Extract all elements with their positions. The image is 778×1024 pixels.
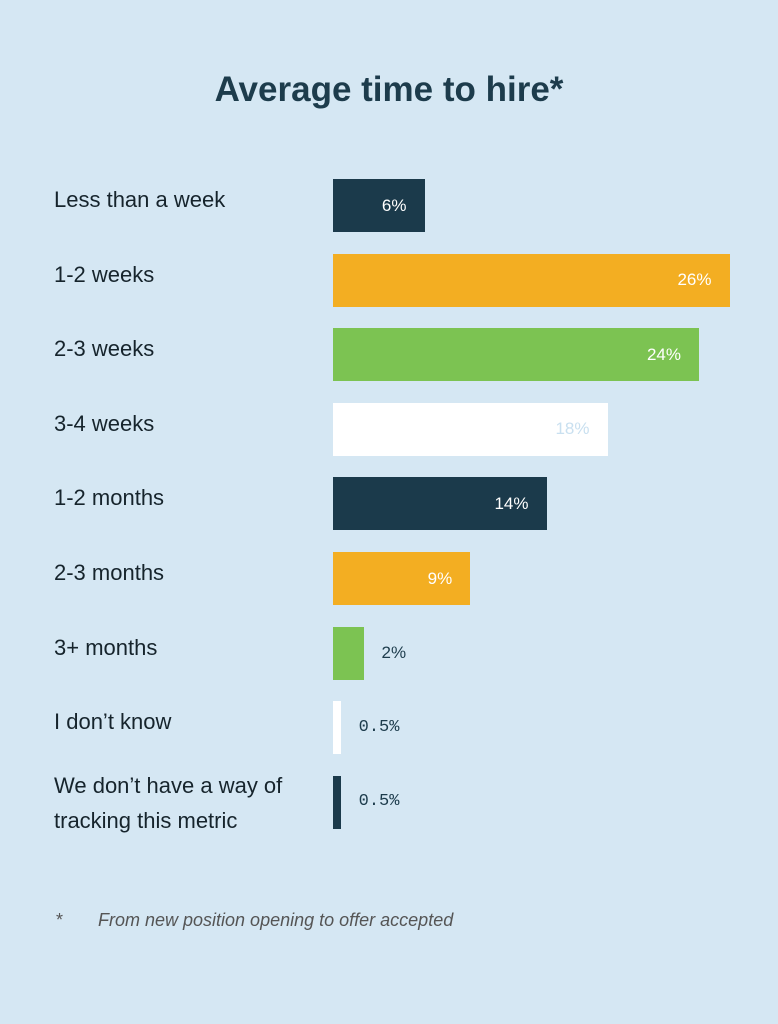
footnote-text: From new position opening to offer accep…: [98, 910, 454, 930]
value-label: 24%: [646, 344, 681, 364]
cat: Less than a week: [54, 187, 226, 212]
cat: I don’t know: [54, 709, 172, 735]
cat: 3+ months: [54, 634, 158, 660]
value-label: 9%: [427, 568, 453, 588]
cat: 1-2 weeks: [54, 261, 155, 287]
cat: 3-4 weeks: [54, 410, 155, 436]
bar: [333, 179, 425, 232]
value-label: 0.5%: [358, 792, 400, 812]
bar: [333, 253, 730, 307]
value-label: 0.5%: [358, 717, 400, 737]
bar: [333, 775, 341, 829]
value-label: 6%: [381, 195, 407, 215]
bar: [333, 552, 471, 605]
value-label: 26%: [677, 270, 712, 290]
value-label: 18%: [555, 419, 590, 439]
value-label: 14%: [494, 493, 529, 513]
bar: [333, 626, 364, 680]
chart-title: Average time to hire*: [214, 70, 564, 109]
cat: 2-3 weeks: [54, 336, 155, 362]
cat: 1-2 months: [54, 485, 165, 511]
bar: [333, 402, 608, 456]
bar: [333, 328, 699, 382]
footnote-marker: *: [56, 910, 64, 930]
bar: [333, 701, 341, 755]
bar: [333, 477, 547, 531]
cat: 2-3 months: [54, 560, 165, 585]
value-label: 2%: [381, 643, 407, 663]
cat: We don’t have a way of tracking this met…: [54, 772, 283, 833]
